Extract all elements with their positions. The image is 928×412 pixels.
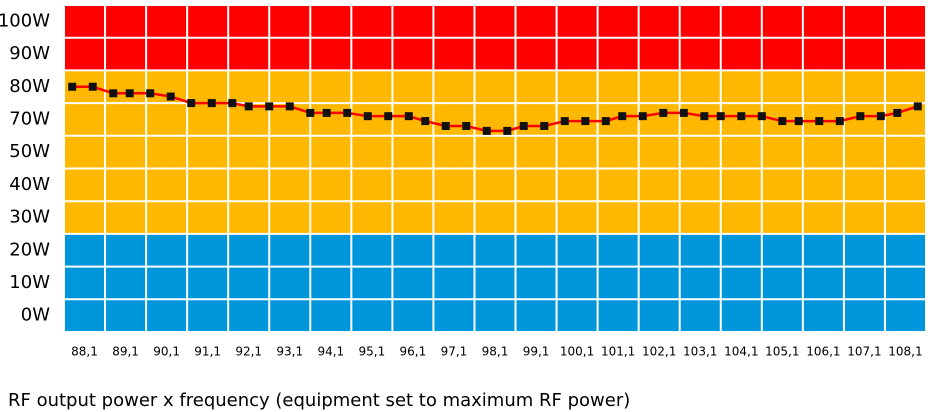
marker — [737, 112, 746, 121]
marker — [913, 102, 922, 111]
marker — [88, 82, 97, 91]
marker — [815, 117, 824, 126]
marker — [540, 121, 549, 130]
marker — [285, 102, 294, 111]
marker — [363, 112, 372, 121]
x-tick-label: 90,1 — [153, 345, 180, 359]
marker — [462, 121, 471, 130]
y-tick-label: 20W — [9, 239, 50, 260]
x-tick-label: 108,1 — [888, 345, 922, 359]
band — [64, 135, 926, 169]
marker — [207, 99, 216, 108]
marker — [856, 112, 865, 121]
x-tick-label: 101,1 — [601, 345, 635, 359]
x-tick-label: 102,1 — [642, 345, 676, 359]
band — [64, 266, 926, 300]
marker — [560, 117, 569, 126]
x-tick-label: 100,1 — [560, 345, 594, 359]
marker — [778, 117, 787, 126]
marker — [700, 112, 709, 121]
marker — [659, 108, 668, 117]
marker — [306, 108, 315, 117]
x-tick-label: 95,1 — [358, 345, 385, 359]
band — [64, 37, 926, 71]
plot-background — [64, 5, 926, 332]
marker — [876, 112, 885, 121]
marker — [166, 92, 175, 101]
marker — [893, 108, 902, 117]
x-tick-label: 96,1 — [400, 345, 427, 359]
marker — [404, 112, 413, 121]
band — [64, 233, 926, 267]
y-tick-label: 100W — [0, 10, 50, 31]
marker — [244, 102, 253, 111]
band — [64, 168, 926, 202]
y-tick-label: 90W — [9, 43, 50, 64]
x-tick-label: 105,1 — [765, 345, 799, 359]
marker — [482, 126, 491, 135]
x-tick-label: 91,1 — [194, 345, 221, 359]
marker — [638, 112, 647, 121]
y-tick-label: 50W — [9, 141, 50, 162]
x-tick-label: 88,1 — [71, 345, 98, 359]
band — [64, 201, 926, 234]
x-tick-label: 93,1 — [276, 345, 303, 359]
marker — [757, 112, 766, 121]
y-tick-label: 30W — [9, 207, 50, 228]
x-tick-label: 92,1 — [235, 345, 262, 359]
marker — [618, 112, 627, 121]
marker — [146, 89, 155, 98]
x-tick-label: 99,1 — [523, 345, 550, 359]
caption: RF output power x frequency (equipment s… — [8, 390, 630, 411]
x-tick-label: 106,1 — [806, 345, 840, 359]
marker — [343, 108, 352, 117]
band — [64, 5, 926, 38]
x-tick-label: 89,1 — [112, 345, 139, 359]
marker — [441, 121, 450, 130]
marker — [322, 108, 331, 117]
y-tick-label: 0W — [21, 305, 50, 326]
marker — [519, 121, 528, 130]
marker — [187, 99, 196, 108]
marker — [679, 108, 688, 117]
x-tick-label: 107,1 — [847, 345, 881, 359]
x-tick-label: 104,1 — [724, 345, 758, 359]
marker — [421, 117, 430, 126]
marker — [125, 89, 134, 98]
marker — [228, 99, 237, 108]
marker — [794, 117, 803, 126]
marker — [68, 82, 77, 91]
x-tick-label: 98,1 — [482, 345, 509, 359]
y-tick-label: 70W — [9, 108, 50, 129]
marker — [581, 117, 590, 126]
marker — [503, 126, 512, 135]
marker — [265, 102, 274, 111]
marker — [109, 89, 118, 98]
marker — [716, 112, 725, 121]
x-tick-label: 103,1 — [683, 345, 717, 359]
y-tick-label: 10W — [9, 272, 50, 293]
x-tick-label: 97,1 — [441, 345, 468, 359]
band — [64, 70, 926, 104]
marker — [601, 117, 610, 126]
band — [64, 299, 926, 332]
y-tick-label: 40W — [9, 174, 50, 195]
y-tick-label: 80W — [9, 76, 50, 97]
x-tick-label: 94,1 — [317, 345, 344, 359]
marker — [384, 112, 393, 121]
marker — [835, 117, 844, 126]
